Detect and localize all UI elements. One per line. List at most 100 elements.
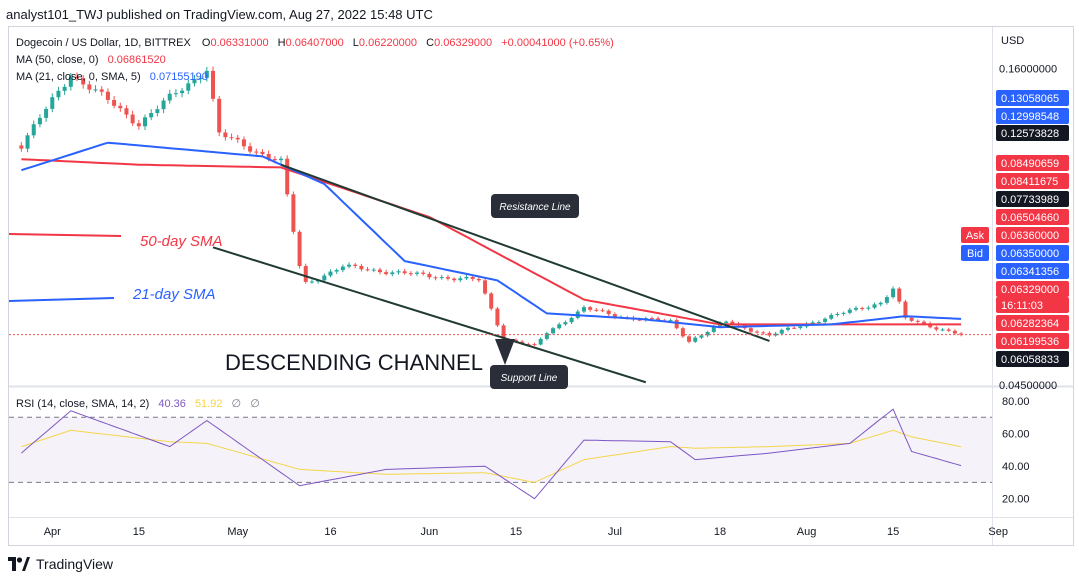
candle [62,83,67,95]
candle [495,306,500,328]
candle [891,286,896,299]
candle [248,142,253,154]
candle [371,267,376,273]
legend-ohlc: Dogecoin / US Dollar, 1D, BITTREX O0.063… [16,37,614,49]
candle [334,268,339,274]
price-tag: 16:11:03 [996,297,1069,313]
quote-tag: Bid [961,245,989,261]
candle [112,95,117,109]
svg-text:0.06058833: 0.06058833 [1001,354,1059,366]
support-label: Support Line [501,373,558,384]
legend-ma21: MA (21, close, 0, SMA, 5) 0.07155190 [16,71,208,83]
support-callout: Support Line [490,339,568,389]
time-tick: 15 [133,526,145,538]
svg-text:0.08490659: 0.08490659 [1001,158,1059,170]
candle [829,313,834,321]
candle [56,86,61,101]
sma50-annotation-line [9,233,122,237]
candle [118,102,123,112]
candle [581,305,586,314]
price-tag: 0.06199536 [996,333,1069,349]
candle [445,274,450,281]
price-tag: 0.06504660 [996,209,1069,225]
candle [835,312,840,317]
candle [792,325,797,330]
candle [223,129,228,141]
candle [37,114,42,128]
candle [544,331,549,341]
rsi-tick: 80.00 [1002,396,1030,408]
tradingview-footer[interactable]: TradingView [8,553,113,575]
price-tag: 0.08490659 [996,155,1069,171]
candle [161,97,166,114]
candle [761,331,766,335]
candle [192,74,197,87]
candle [297,230,302,269]
rsi-axis[interactable]: 80.00 60.00 40.00 20.00 [1002,396,1030,506]
candle [285,155,290,197]
candle [303,263,308,284]
svg-text:0.06341356: 0.06341356 [1001,266,1059,278]
price-chart[interactable]: 50-day SMA 21-day SMA DESCENDING CHANNEL… [9,27,1073,545]
candle [31,120,36,139]
svg-text:0.12998548: 0.12998548 [1001,111,1059,123]
candle [600,308,605,313]
candle [878,301,883,307]
tradingview-brand: TradingView [36,556,114,572]
candle [19,142,24,152]
candle [347,262,352,269]
time-tick: Jun [421,526,439,538]
candle [365,266,370,272]
sma21-line [21,141,962,329]
time-axis[interactable]: Apr 15 May 16 Jun 15 Jul 18 Aug 15 Sep [44,526,1008,538]
candle [93,85,98,93]
quote-tag: Ask [961,227,989,243]
svg-text:0.06350000: 0.06350000 [1001,248,1059,260]
rsi-band [9,417,992,483]
candle [322,273,327,283]
candle [415,270,420,277]
candle [785,326,790,332]
price-tag: 0.06341356 [996,263,1069,279]
candle [50,93,55,113]
candle [198,75,203,84]
channel-annotation: DESCENDING CHANNEL [225,350,483,375]
candle [884,295,889,305]
price-tag: 0.12998548 [996,108,1069,124]
candle [606,309,611,317]
candle [588,305,593,312]
price-tags: 0.13058065 0.12998548 0.12573828 0.08490659… [961,90,1069,367]
legend-ma50: MA (50, close, 0) 0.06861520 [16,54,166,66]
candle [235,134,240,143]
candle [254,148,259,156]
candle [439,274,444,280]
candle [847,307,852,315]
rsi-tick: 40.00 [1002,461,1030,473]
candle [211,66,216,102]
candle [44,106,49,122]
candle [872,302,877,310]
candle [551,326,556,335]
candle [328,269,333,278]
candle [75,72,80,82]
candle [136,119,141,130]
candle [402,268,407,275]
candle [755,329,760,334]
price-axis-currency: USD [1001,35,1024,47]
candle [427,271,432,280]
rsi-legend: RSI (14, close, SMA, 14, 2) 40.36 51.92 … [16,398,260,410]
candle [340,264,345,273]
price-tick: 0.16000000 [999,63,1057,75]
price-tick: 0.04500000 [999,380,1057,392]
svg-text:0.08411675: 0.08411675 [1001,176,1058,188]
svg-text:Bid: Bid [967,248,983,260]
price-legend: Dogecoin / US Dollar, 1D, BITTREX O0.063… [16,37,614,83]
candle [279,156,284,164]
tradingview-logo-icon [8,557,30,571]
candle [946,327,951,332]
candle [87,80,92,94]
time-tick: 18 [714,526,726,538]
time-tick: 16 [324,526,336,538]
time-tick: Apr [44,526,61,538]
svg-text:0.06199536: 0.06199536 [1001,336,1059,348]
